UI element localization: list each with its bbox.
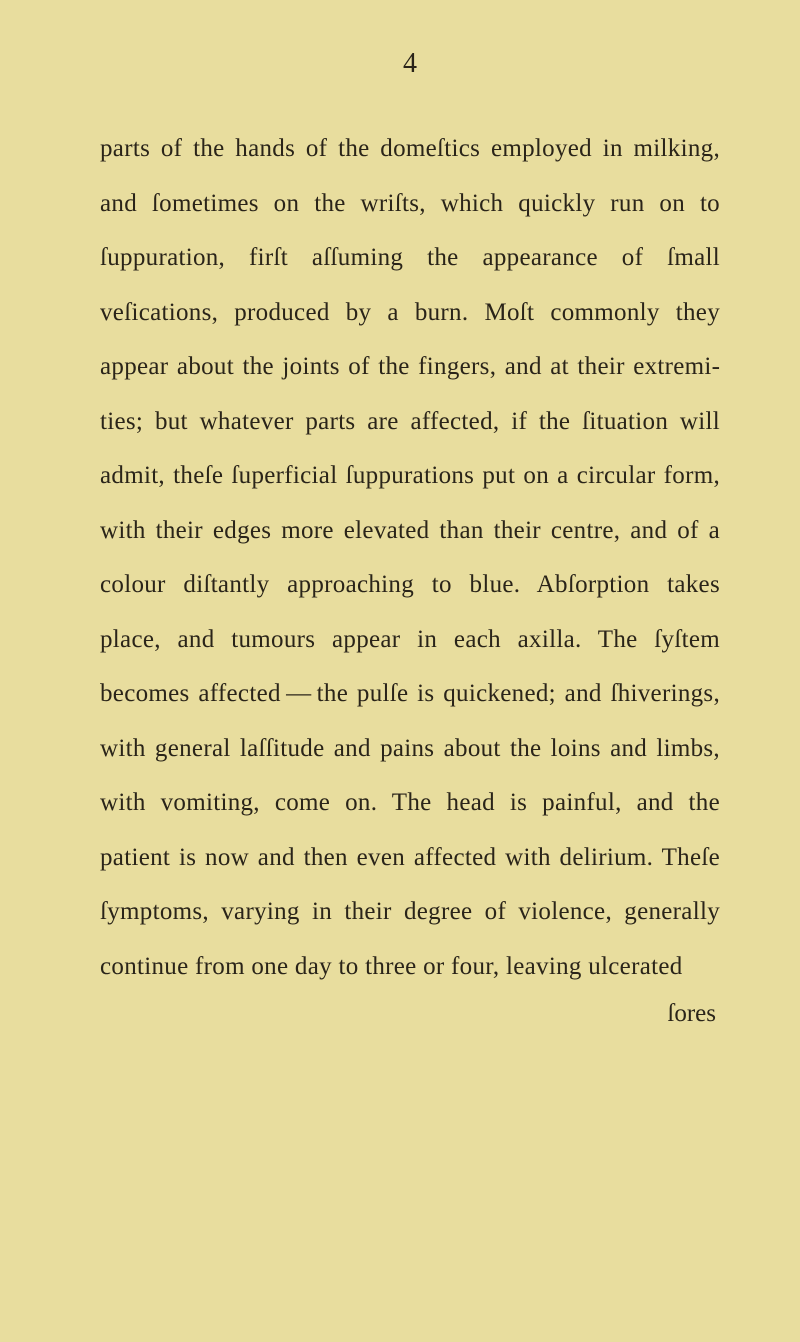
catchword: ſores <box>100 1000 720 1028</box>
document-page: 4 parts of the hands of the domeſtics em… <box>0 0 800 1342</box>
body-text: parts of the hands of the domeſtics empl… <box>100 122 720 994</box>
page-number: 4 <box>100 48 720 80</box>
